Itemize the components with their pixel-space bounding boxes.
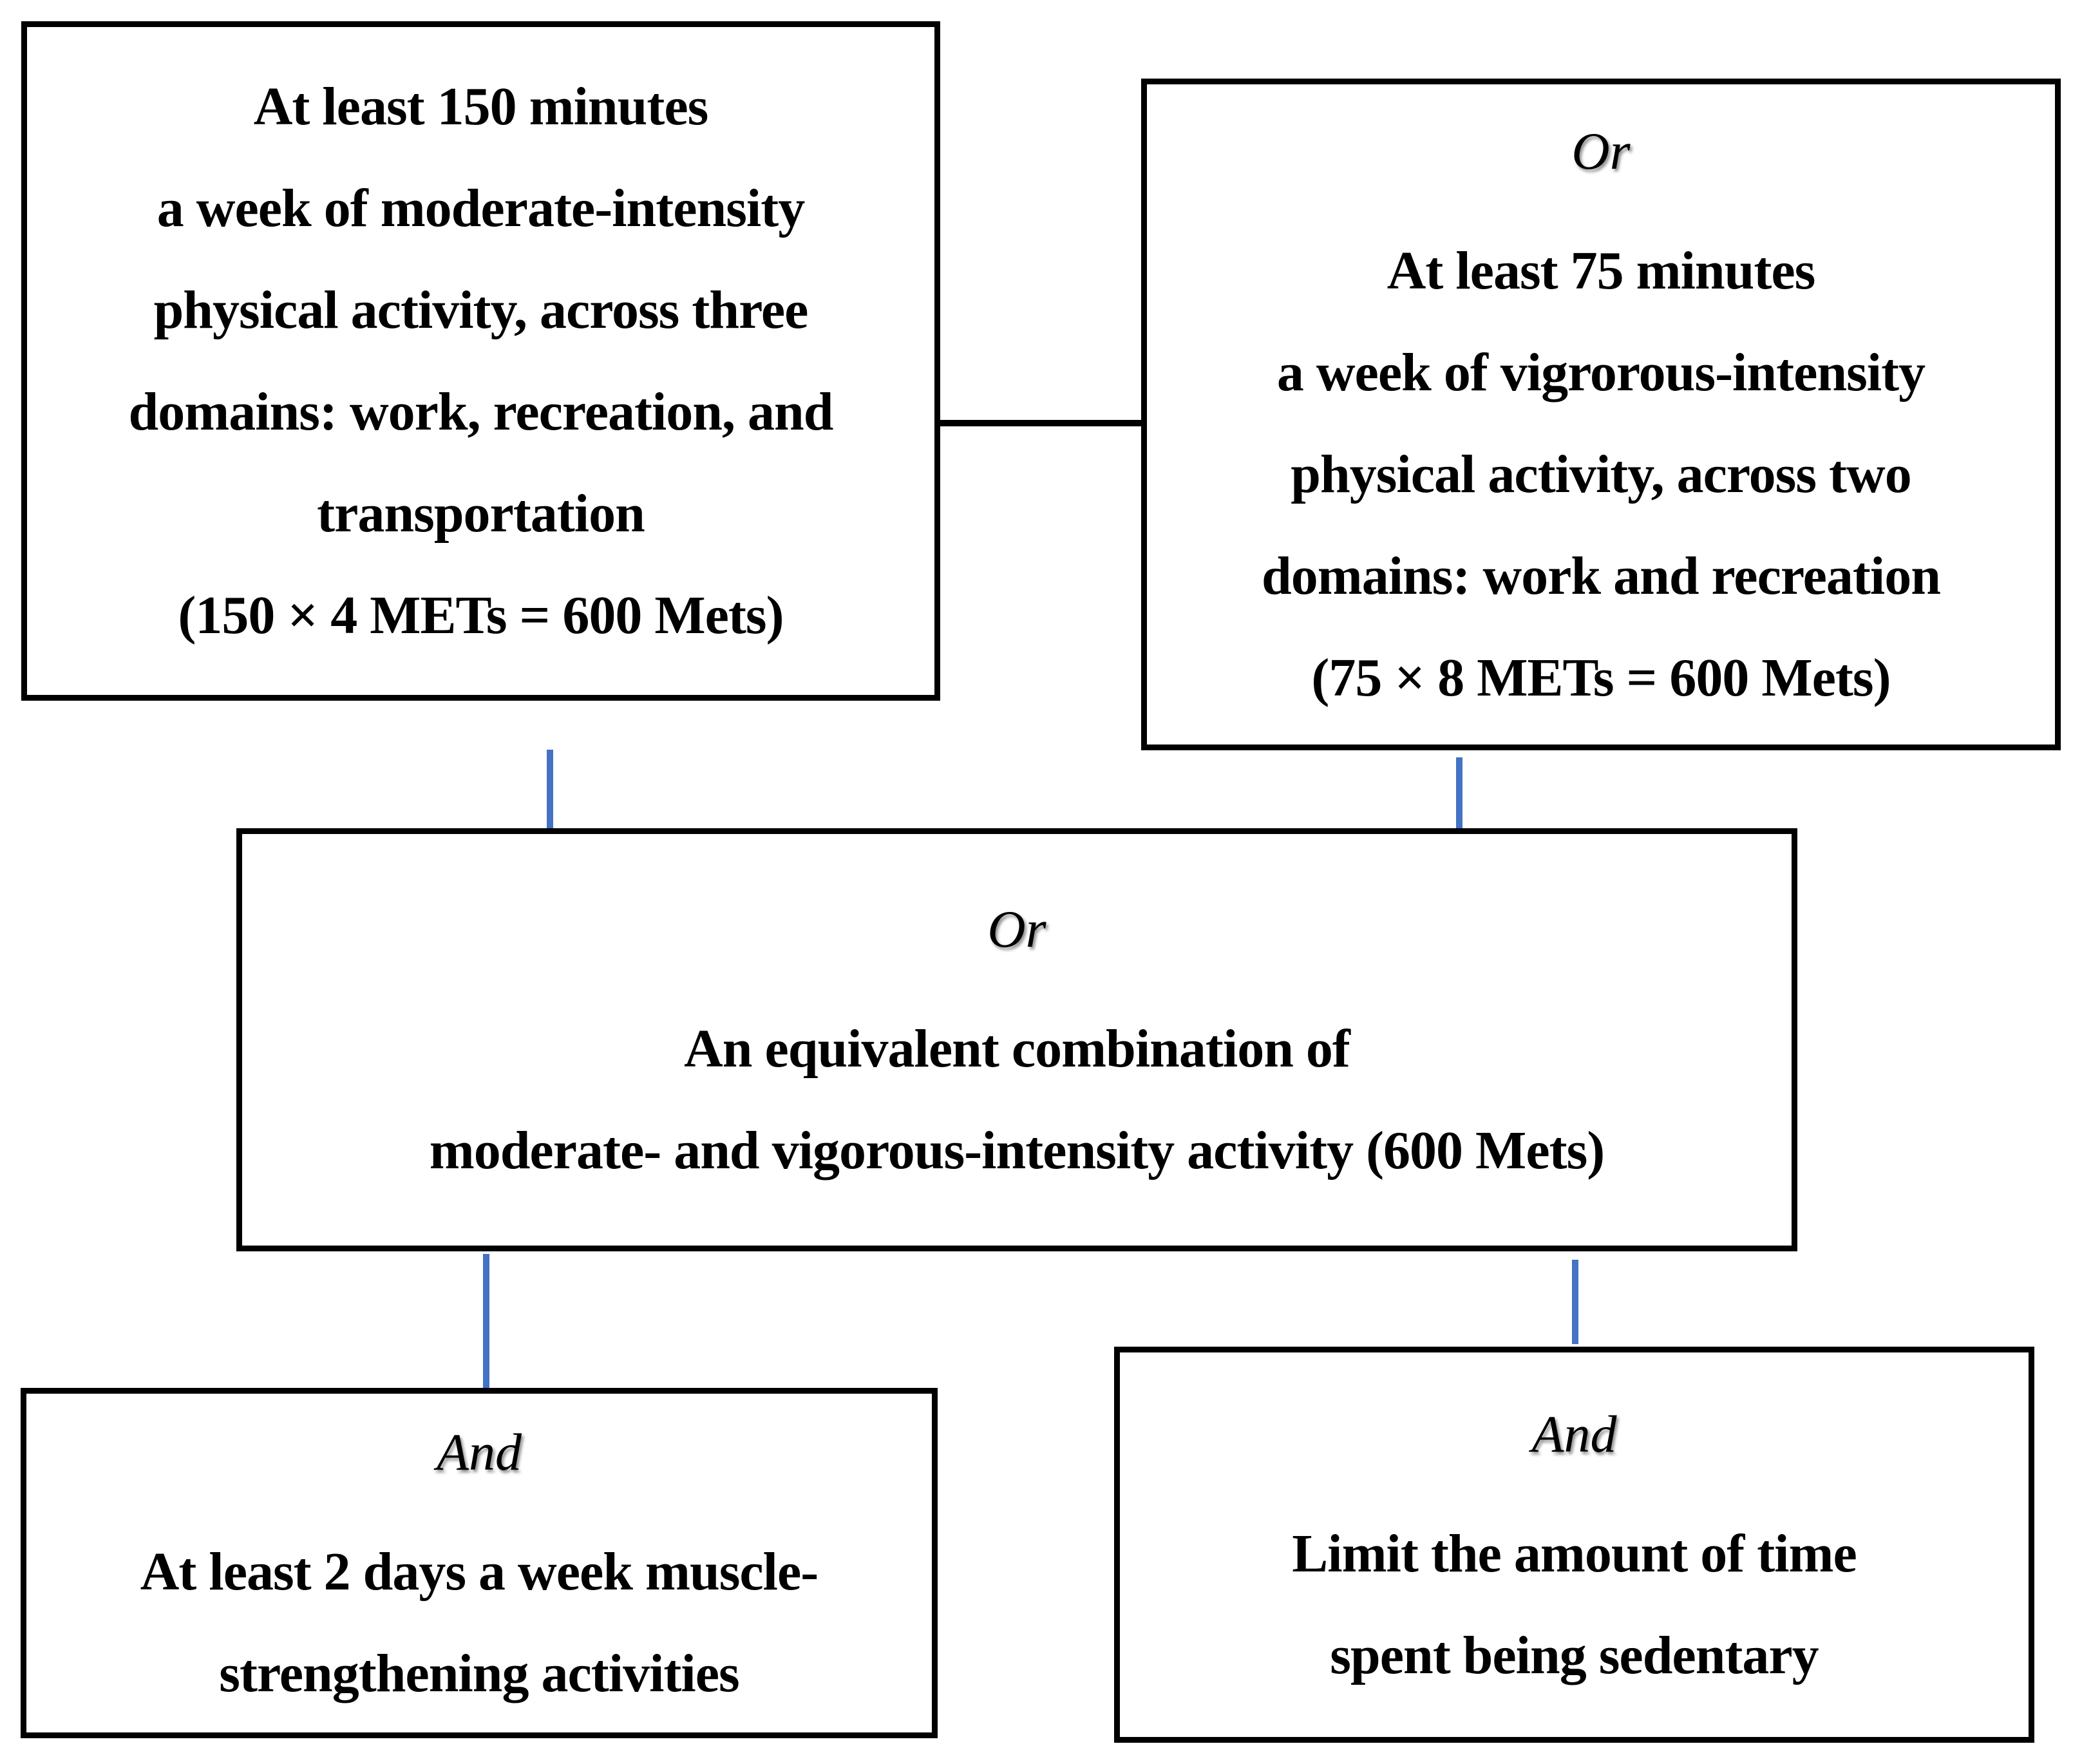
box-text-line: An equivalent combination of: [684, 1018, 1350, 1079]
box-moderate-activity: At least 150 minutes a week of moderate-…: [21, 21, 940, 701]
box-text-line: physical activity, across three: [153, 280, 809, 340]
connector-top-horizontal: [940, 420, 1142, 426]
box-equivalent-combination: Or An equivalent combination of moderate…: [236, 828, 1797, 1251]
box-text-line: domains: work and recreation: [1262, 545, 1941, 606]
box-vigorous-activity: Or At least 75 minutes a week of vigroro…: [1141, 79, 2061, 750]
connector-combination-to-muscle: [483, 1254, 489, 1389]
box-text-line: spent being sedentary: [1330, 1625, 1819, 1685]
box-text-line: At least 150 minutes: [253, 76, 709, 137]
box-text-line: moderate- and vigorous-intensity activit…: [429, 1120, 1605, 1181]
box-text-line: physical activity, across two: [1291, 444, 1911, 504]
box-text-line: domains: work, recreation, and: [128, 381, 834, 442]
box-text-line: a week of vigrorous-intensity: [1276, 342, 1926, 403]
box-muscle-strengthening: And At least 2 days a week muscle- stren…: [21, 1388, 938, 1738]
box-text-line: a week of moderate-intensity: [156, 178, 805, 238]
box-text-line: transportation: [317, 483, 645, 544]
connector-combination-to-sedentary: [1572, 1260, 1578, 1344]
box-text-line: (150 × 4 METs = 600 Mets): [178, 585, 784, 645]
connector-vigorous-to-combination: [1456, 757, 1462, 835]
and-label: And: [436, 1423, 522, 1481]
box-text-line: At least 2 days a week muscle-: [140, 1542, 819, 1602]
box-limit-sedentary: And Limit the amount of time spent being…: [1114, 1347, 2034, 1743]
and-label: And: [1531, 1404, 1617, 1463]
or-label: Or: [1571, 121, 1631, 180]
or-label: Or: [987, 899, 1046, 958]
connector-moderate-to-combination: [547, 750, 553, 828]
box-text-line: At least 75 minutes: [1386, 240, 1816, 301]
box-text-line: Limit the amount of time: [1292, 1523, 1857, 1584]
box-text-line: (75 × 8 METs = 600 Mets): [1311, 647, 1891, 708]
box-text-line: strengthening activities: [219, 1644, 739, 1703]
